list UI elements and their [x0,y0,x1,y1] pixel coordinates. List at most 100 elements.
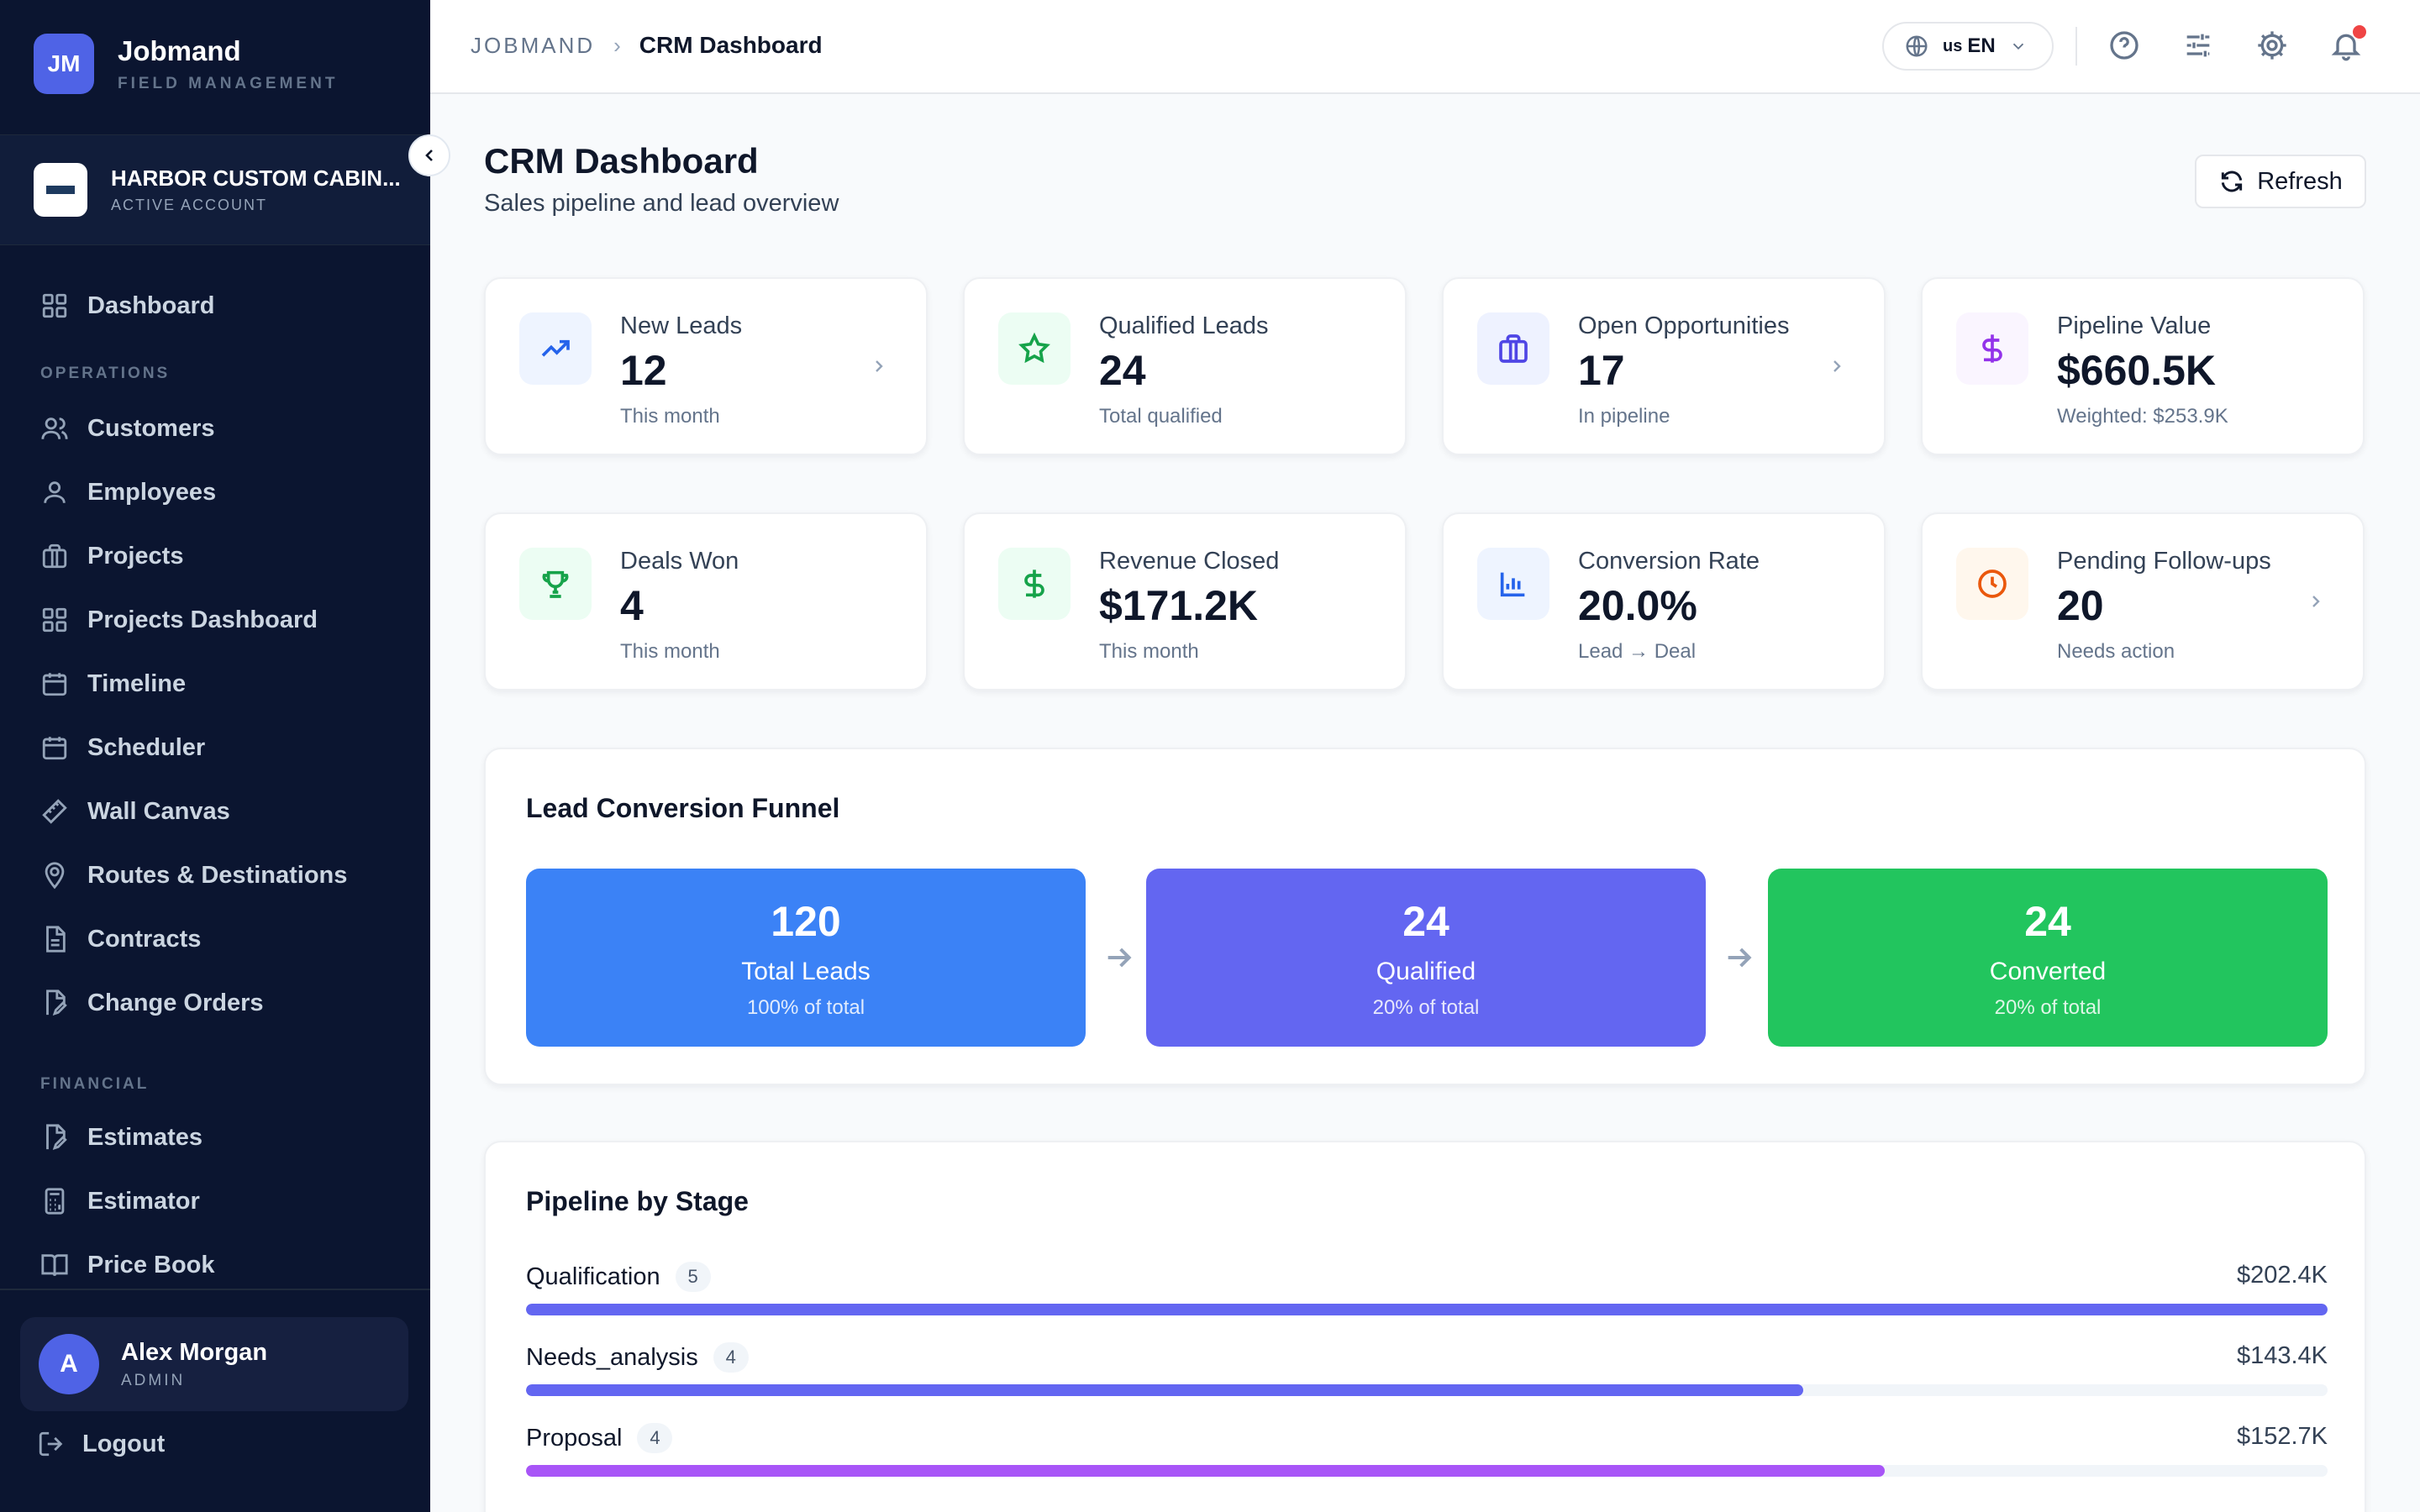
stat-label: Deals Won [620,548,739,575]
dollar-icon [1024,570,1044,598]
gear-icon [2258,31,2286,60]
stage-progress-fill [526,1465,1885,1477]
funnel-value: 120 [771,898,841,945]
notifications-button[interactable] [2329,29,2363,62]
stat-card-new-leads[interactable]: New Leads 12 This month [484,277,928,455]
arrow-right-icon [1102,941,1136,974]
funnel-stage-total-leads: 120 Total Leads 100% of total [526,869,1086,1047]
stat-icon-box [1956,312,2028,385]
bell-icon [2331,34,2361,61]
topbar: JOBMAND › CRM Dashboard us EN [430,0,2420,94]
sidebar-section-financial: FINANCIAL [40,1075,150,1093]
refresh-button[interactable]: Refresh [2195,155,2366,208]
chevron-right-icon [2306,591,2326,612]
funnel-value: 24 [2024,898,2071,945]
stage-progress-track [526,1465,2328,1477]
sidebar-item-label: Employees [87,478,217,506]
stat-value: 4 [620,582,644,629]
stat-label: Conversion Rate [1578,548,1760,575]
funnel-stage-qualified: 24 Qualified 20% of total [1146,869,1706,1047]
stat-value: $171.2K [1099,582,1259,629]
stat-value: $660.5K [2057,347,2217,394]
calculator-icon [45,1188,65,1215]
sidebar-item-wall-canvas[interactable]: Wall Canvas [40,786,230,837]
sidebar-item-label: Contracts [87,925,202,953]
stat-value: 20.0% [1578,582,1697,629]
account-switcher[interactable]: HARBOR CUSTOM CABIN... ACTIVE ACCOUNT [0,134,430,245]
user-icon [44,481,66,503]
sidebar-item-employees[interactable]: Employees [40,467,216,517]
sidebar-item-estimator[interactable]: Estimator [40,1176,200,1226]
page-title: CRM Dashboard [484,141,759,181]
sidebar-item-contracts[interactable]: Contracts [40,914,201,964]
stat-value: 12 [620,347,667,394]
sidebar-item-label: Projects [87,542,184,570]
users-icon [41,417,68,439]
filters-button[interactable] [2181,29,2215,62]
sidebar-item-estimates[interactable]: Estimates [40,1112,203,1163]
trophy-icon [542,570,569,598]
sidebar-item-label: Timeline [87,669,187,697]
stage-amount: $202.4K [2236,1262,2328,1289]
help-button[interactable] [2107,29,2141,62]
sidebar-item-scheduler[interactable]: Scheduler [40,722,205,773]
sidebar-item-projects-dashboard[interactable]: Projects Dashboard [40,595,318,645]
funnel-value: 24 [1402,898,1449,945]
logout-label: Logout [82,1430,166,1457]
stat-value: 20 [2057,582,2104,629]
sidebar-item-label: Estimates [87,1123,203,1151]
chevron-right-icon [1827,356,1847,376]
stat-card-pending-follow-ups[interactable]: Pending Follow-ups 20 Needs action [1921,512,2365,690]
language-selector[interactable]: us EN [1882,22,2054,71]
user-profile[interactable]: A Alex Morgan ADMIN [20,1317,408,1411]
stat-icon-box [519,312,592,385]
funnel-percent: 20% of total [1994,996,2102,1019]
stat-label: Revenue Closed [1099,548,1280,575]
stat-card-revenue-closed: Revenue Closed $171.2K This month [963,512,1407,690]
funnel-stage-converted: 24 Converted 20% of total [1768,869,2328,1047]
settings-button[interactable] [2255,29,2289,62]
sidebar-item-label: Scheduler [87,733,206,761]
book-icon [41,1254,68,1277]
sidebar-item-price-book[interactable]: Price Book [40,1240,215,1290]
sidebar-item-label: Estimator [87,1187,200,1215]
sidebar-item-change-orders[interactable]: Change Orders [40,978,264,1028]
stat-icon-box [998,548,1071,620]
briefcase-icon [42,543,67,569]
brand-logo: JM [34,34,94,94]
star-icon [1018,332,1050,364]
breadcrumb-root[interactable]: JOBMAND [471,32,596,58]
sidebar-item-timeline[interactable]: Timeline [40,659,186,709]
notification-badge [2353,25,2366,39]
sidebar-item-routes[interactable]: Routes & Destinations [40,850,347,900]
stat-icon-box [1477,312,1549,385]
sidebar-item-label: Change Orders [87,989,264,1016]
sidebar-divider [0,1289,430,1290]
stat-card-open-opportunities[interactable]: Open Opportunities 17 In pipeline [1442,277,1886,455]
lead-conversion-funnel: Lead Conversion Funnel 120 Total Leads 1… [484,748,2366,1085]
topbar-divider [2075,27,2077,66]
sidebar-item-customers[interactable]: Customers [40,403,215,454]
funnel-percent: 20% of total [1372,996,1480,1019]
chevron-right-icon [869,356,889,376]
account-name: HARBOR CUSTOM CABIN... [111,165,401,191]
calendar-icon [42,673,67,696]
globe-icon [1906,35,1928,57]
language-code: EN [1967,34,1996,57]
stat-icon-box [1956,548,2028,620]
logout-button[interactable]: Logout [37,1430,165,1458]
sliders-icon [2186,34,2210,57]
funnel-title: Lead Conversion Funnel [526,793,840,823]
chevron-down-icon [2012,43,2023,50]
collapse-sidebar-button[interactable] [408,134,450,176]
briefcase-icon [1499,334,1528,363]
sidebar-item-dashboard[interactable]: Dashboard [40,281,214,331]
brand[interactable]: JM Jobmand FIELD MANAGEMENT [34,34,338,94]
sidebar-item-projects[interactable]: Projects [40,531,183,581]
trending-up-icon [541,339,570,357]
calendar-icon [42,737,67,760]
file-edit-icon [46,1124,67,1150]
funnel-label: Qualified [1376,958,1476,985]
clock-icon [1978,570,2007,598]
pipeline-stage-row: Needs_analysis 4 $143.4K [526,1342,2328,1401]
